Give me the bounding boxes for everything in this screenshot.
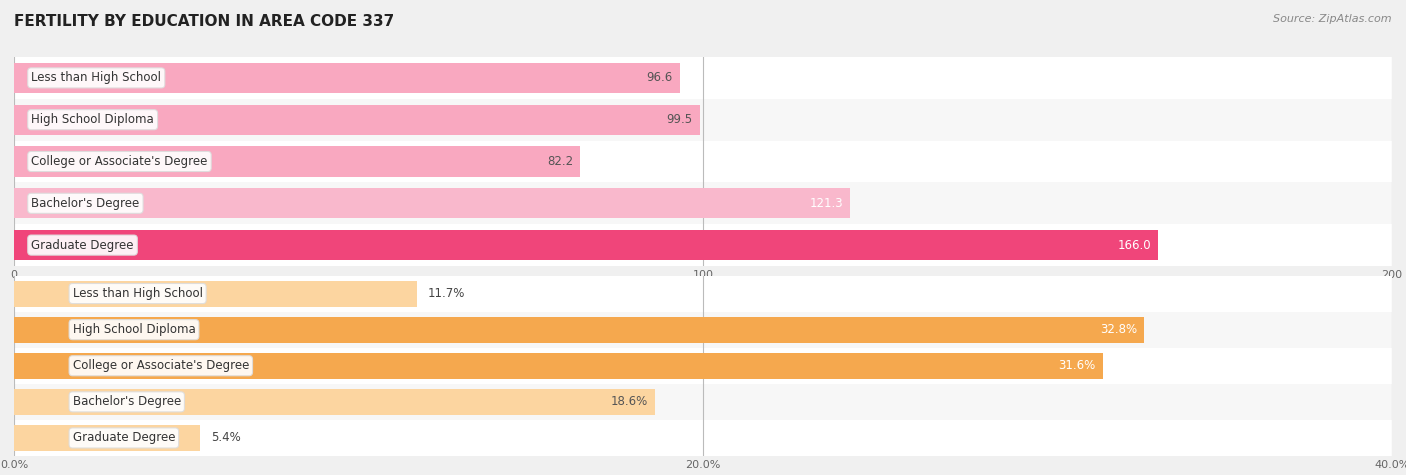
- Text: Graduate Degree: Graduate Degree: [73, 431, 176, 445]
- Text: 82.2: 82.2: [547, 155, 574, 168]
- Text: Less than High School: Less than High School: [31, 71, 162, 85]
- Bar: [14, 425, 200, 451]
- Bar: [14, 104, 700, 135]
- Text: High School Diploma: High School Diploma: [31, 113, 155, 126]
- Text: 166.0: 166.0: [1118, 238, 1152, 252]
- Bar: [14, 224, 1392, 266]
- Text: Bachelor's Degree: Bachelor's Degree: [73, 395, 181, 408]
- Text: Source: ZipAtlas.com: Source: ZipAtlas.com: [1274, 14, 1392, 24]
- Text: Graduate Degree: Graduate Degree: [31, 238, 134, 252]
- Bar: [14, 188, 849, 219]
- Bar: [14, 146, 581, 177]
- Text: 11.7%: 11.7%: [427, 287, 465, 300]
- Bar: [14, 57, 1392, 99]
- Bar: [14, 389, 655, 415]
- Bar: [14, 230, 1157, 260]
- Text: FERTILITY BY EDUCATION IN AREA CODE 337: FERTILITY BY EDUCATION IN AREA CODE 337: [14, 14, 394, 29]
- Bar: [14, 420, 1392, 456]
- Bar: [14, 353, 1102, 379]
- Bar: [14, 141, 1392, 182]
- Bar: [14, 384, 1392, 420]
- Bar: [14, 348, 1392, 384]
- Bar: [14, 317, 1144, 342]
- Text: 5.4%: 5.4%: [211, 431, 240, 445]
- Bar: [14, 312, 1392, 348]
- Text: 99.5: 99.5: [666, 113, 693, 126]
- Text: Bachelor's Degree: Bachelor's Degree: [31, 197, 139, 210]
- Bar: [14, 182, 1392, 224]
- Text: 96.6: 96.6: [647, 71, 672, 85]
- Text: College or Associate's Degree: College or Associate's Degree: [31, 155, 208, 168]
- Text: 18.6%: 18.6%: [610, 395, 648, 408]
- Bar: [14, 281, 418, 306]
- Bar: [14, 63, 679, 93]
- Text: College or Associate's Degree: College or Associate's Degree: [73, 359, 249, 372]
- Text: 121.3: 121.3: [810, 197, 842, 210]
- Bar: [14, 99, 1392, 141]
- Bar: [14, 276, 1392, 312]
- Text: High School Diploma: High School Diploma: [73, 323, 195, 336]
- Text: Less than High School: Less than High School: [73, 287, 202, 300]
- Text: 31.6%: 31.6%: [1059, 359, 1095, 372]
- Text: 32.8%: 32.8%: [1099, 323, 1137, 336]
